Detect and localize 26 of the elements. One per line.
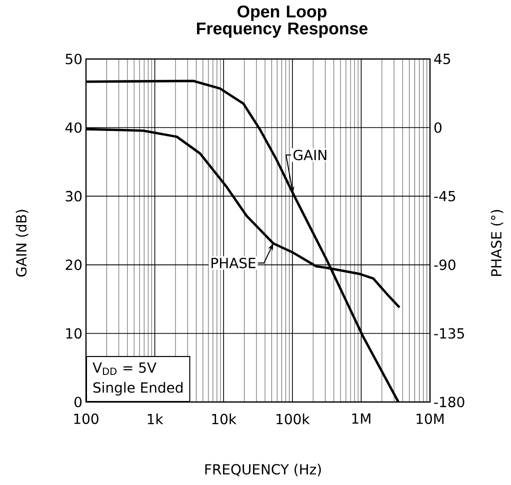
- annotation: Single Ended: [93, 382, 182, 396]
- annotation: V$_{DD}$ = 5V: [92, 362, 156, 375]
- x-tick-label: 100k: [276, 414, 310, 424]
- x-tick-label: 100: [74, 414, 98, 424]
- y-tick-label: 50: [66, 54, 82, 64]
- y2-tick-label: -90: [434, 260, 456, 270]
- y2-tick-label: -135: [434, 328, 464, 339]
- y-tick-label: 30: [66, 190, 82, 202]
- x-tick-label: 1M: [352, 414, 370, 424]
- y2-tick-label: -45: [434, 191, 456, 202]
- y-tick-label: 10: [66, 328, 82, 339]
- y2-tick-label: 45: [434, 54, 450, 64]
- y2-tick-label: 0: [434, 122, 442, 133]
- legend-label: PHASE: [212, 258, 256, 268]
- y-tick-label: 20: [66, 260, 82, 270]
- x-tick-label: 1k: [148, 414, 164, 424]
- y-tick-label: 40: [65, 122, 82, 133]
- x-axis-title: FREQUENCY (Hz): [205, 464, 321, 476]
- y2-tick-label: -180: [434, 396, 464, 408]
- y2-axis-title: PHASE (°): [490, 210, 504, 276]
- x-tick-label: 10M: [416, 414, 444, 424]
- x-tick-label: 10k: [212, 414, 236, 424]
- chart-title: Open Loop Frequency Response: [197, 6, 368, 38]
- series-label: GAIN: [293, 150, 326, 160]
- y-tick-label: 0: [74, 396, 82, 408]
- y-axis-title: GAIN (dB): [16, 210, 28, 277]
